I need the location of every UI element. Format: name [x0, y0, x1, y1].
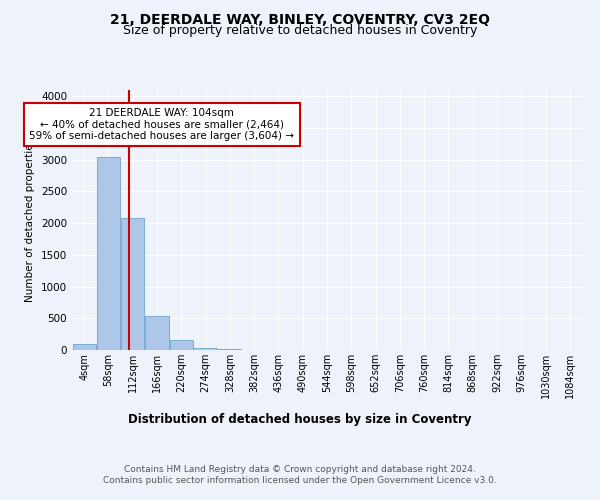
Text: 21 DEERDALE WAY: 104sqm
← 40% of detached houses are smaller (2,464)
59% of semi: 21 DEERDALE WAY: 104sqm ← 40% of detache…: [29, 108, 295, 141]
Y-axis label: Number of detached properties: Number of detached properties: [25, 138, 35, 302]
Text: Contains public sector information licensed under the Open Government Licence v3: Contains public sector information licen…: [103, 476, 497, 485]
Bar: [145, 316, 169, 350]
Bar: [170, 340, 193, 350]
Text: Contains HM Land Registry data © Crown copyright and database right 2024.: Contains HM Land Registry data © Crown c…: [124, 465, 476, 474]
Text: Distribution of detached houses by size in Coventry: Distribution of detached houses by size …: [128, 412, 472, 426]
Bar: [97, 156, 120, 350]
Bar: [73, 344, 95, 350]
Bar: [194, 348, 217, 350]
Text: Size of property relative to detached houses in Coventry: Size of property relative to detached ho…: [123, 24, 477, 37]
Text: 21, DEERDALE WAY, BINLEY, COVENTRY, CV3 2EQ: 21, DEERDALE WAY, BINLEY, COVENTRY, CV3 …: [110, 12, 490, 26]
Bar: [121, 218, 144, 350]
